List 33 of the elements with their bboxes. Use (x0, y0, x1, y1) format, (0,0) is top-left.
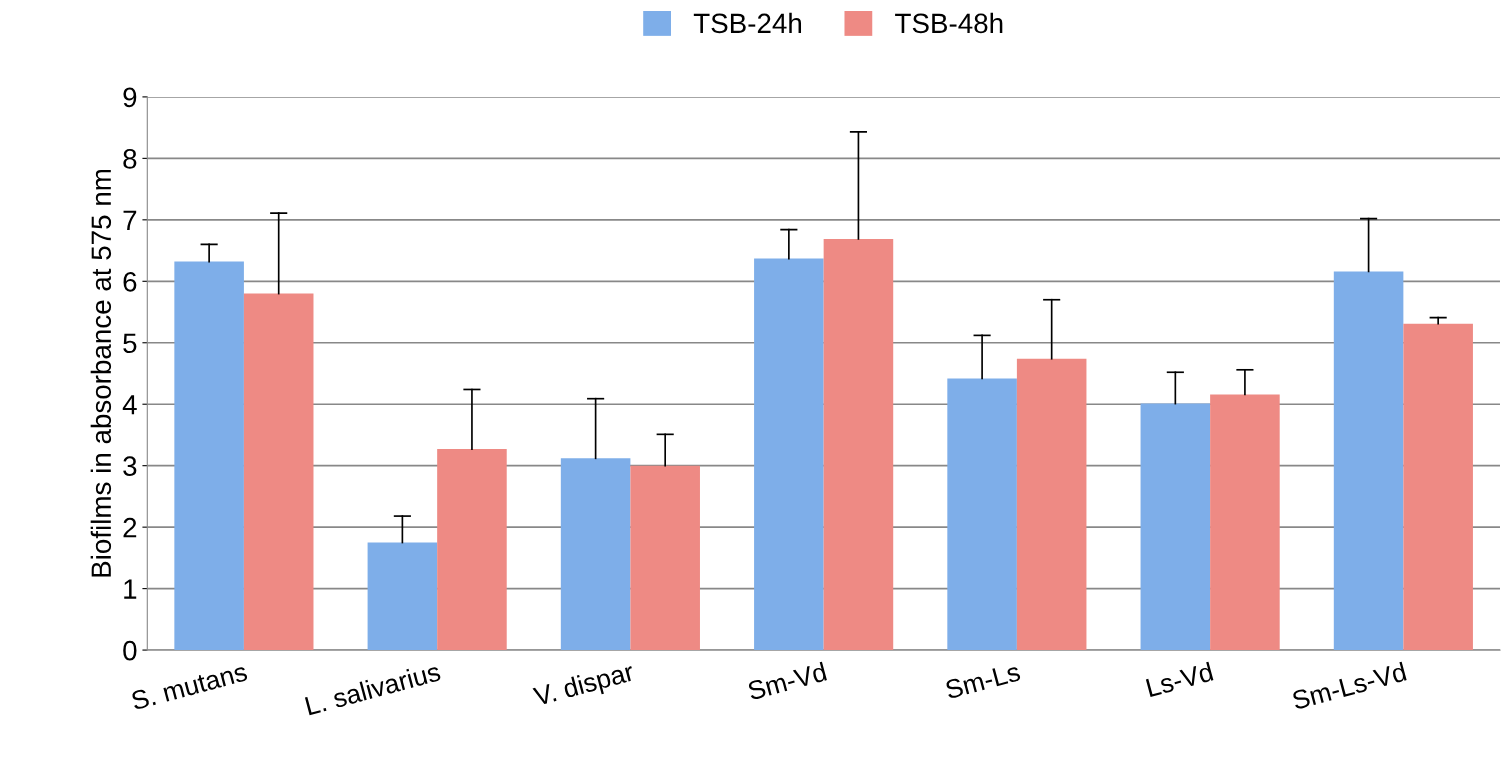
y-tick-label: 4 (122, 395, 137, 415)
bar (1210, 394, 1280, 651)
bar (1333, 271, 1404, 651)
y-axis-title: Biofilms in absorbance at 575 nm (90, 169, 112, 577)
bar (630, 465, 700, 651)
bar (560, 458, 631, 651)
bar (174, 261, 244, 651)
x-tick-label: V. dispar (532, 661, 637, 712)
x-tick-label: L. salivarius (304, 661, 442, 716)
x-tick-label: S. mutans (130, 662, 249, 711)
bar (437, 449, 507, 651)
x-tick-label: Ls-Vd (1145, 661, 1214, 698)
y-tick-label: 2 (123, 517, 137, 538)
bar (1403, 323, 1473, 651)
y-tick-label: 0 (123, 640, 137, 661)
y-tick-label: 7 (123, 210, 137, 230)
y-tick-label: 8 (123, 149, 137, 169)
bar (243, 293, 314, 651)
x-tick-label: Sm-Ls (944, 662, 1021, 700)
bar (823, 238, 894, 651)
bar (1140, 403, 1211, 651)
y-tick-label: 9 (123, 87, 137, 108)
y-tick-label: 5 (123, 333, 137, 354)
y-tick-label: 6 (123, 271, 137, 292)
x-tick-label: Sm-Vd (746, 661, 828, 701)
bar (1016, 358, 1087, 651)
y-tick-label: 3 (123, 456, 137, 477)
legend-label: TSB-48h (895, 12, 1003, 34)
bar (754, 258, 824, 651)
legend-label: TSB-24h (693, 12, 802, 34)
bar (947, 378, 1017, 651)
y-tick-label: 1 (124, 579, 137, 599)
bar (367, 542, 438, 651)
